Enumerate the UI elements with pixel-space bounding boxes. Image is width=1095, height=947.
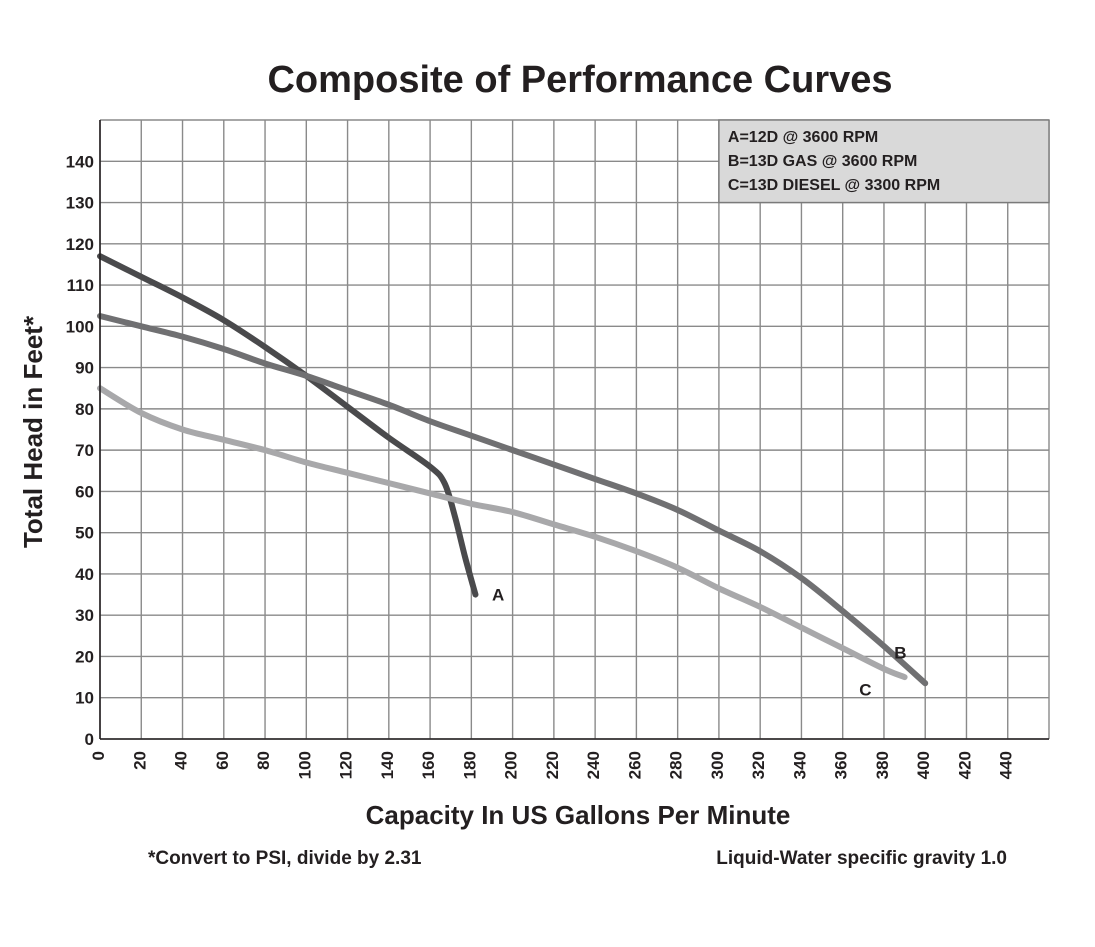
x-tick-label: 80 <box>254 751 273 770</box>
y-tick-label: 120 <box>66 235 94 254</box>
x-tick-label: 60 <box>213 751 232 770</box>
plot-frame <box>99 120 1049 740</box>
footnote-specific-gravity: Liquid-Water specific gravity 1.0 <box>716 848 1007 869</box>
y-tick-label: 0 <box>85 730 94 749</box>
y-tick-label: 90 <box>75 359 94 378</box>
x-tick-label: 200 <box>502 751 521 779</box>
x-tick-label: 180 <box>460 751 479 779</box>
grid-lines <box>99 119 1050 740</box>
x-tick-label: 400 <box>914 751 933 779</box>
legend-box <box>718 119 1050 204</box>
x-tick-label: 420 <box>955 751 974 779</box>
y-tick-label: 20 <box>75 647 94 666</box>
y-tick-label: 100 <box>66 317 94 336</box>
x-axis-label: Capacity In US Gallons Per Minute <box>366 800 791 830</box>
series-label-a: A <box>492 586 504 605</box>
legend-entry-c: C=13D DIESEL @ 3300 RPM <box>728 177 940 194</box>
y-tick-label: 40 <box>75 565 94 584</box>
x-tick-label: 160 <box>419 751 438 779</box>
x-tick-label: 360 <box>832 751 851 779</box>
x-tick-label: 40 <box>172 751 191 770</box>
y-tick-label: 30 <box>75 606 94 625</box>
x-tick-label: 120 <box>337 751 356 779</box>
series-line-b <box>97 313 929 687</box>
tick-labels: 0 10 20 30 40 50 60 70 80 90 100 110 120 130 140 0 20 40 6… <box>66 152 1016 779</box>
x-tick-label: 140 <box>378 751 397 779</box>
x-tick-label: 380 <box>873 751 892 779</box>
legend-entry-b: B=13D GAS @ 3600 RPM <box>728 153 917 170</box>
y-tick-label: 80 <box>75 400 94 419</box>
x-tick-label: 260 <box>625 751 644 779</box>
x-tick-label: 100 <box>295 751 314 779</box>
x-tick-label: 340 <box>790 751 809 779</box>
x-tick-label: 0 <box>89 751 108 760</box>
y-axis-label: Total Head in Feet* <box>18 315 48 548</box>
x-tick-label: 320 <box>749 751 768 779</box>
y-tick-label: 70 <box>75 441 94 460</box>
x-tick-label: 20 <box>130 751 149 770</box>
x-tick-label: 240 <box>584 751 603 779</box>
series-label-c: C <box>859 680 871 699</box>
series-group: A B C <box>97 253 929 699</box>
series-line-c <box>97 385 908 681</box>
series-label-b: B <box>894 643 906 662</box>
x-tick-label: 220 <box>543 751 562 779</box>
x-tick-label: 300 <box>708 751 727 779</box>
y-tick-label: 10 <box>75 689 94 708</box>
y-tick-label: 50 <box>75 524 94 543</box>
legend-entry-a: A=12D @ 3600 RPM <box>728 129 878 146</box>
y-tick-label: 60 <box>75 482 94 501</box>
y-tick-label: 110 <box>67 276 94 295</box>
x-tick-label: 280 <box>667 751 686 779</box>
y-tick-label: 130 <box>66 194 94 213</box>
y-tick-label: 140 <box>66 152 94 171</box>
series-line-a <box>97 253 479 598</box>
footnote-psi: *Convert to PSI, divide by 2.31 <box>148 848 422 869</box>
x-tick-label: 440 <box>997 751 1016 779</box>
chart-title: Composite of Performance Curves <box>267 59 892 101</box>
